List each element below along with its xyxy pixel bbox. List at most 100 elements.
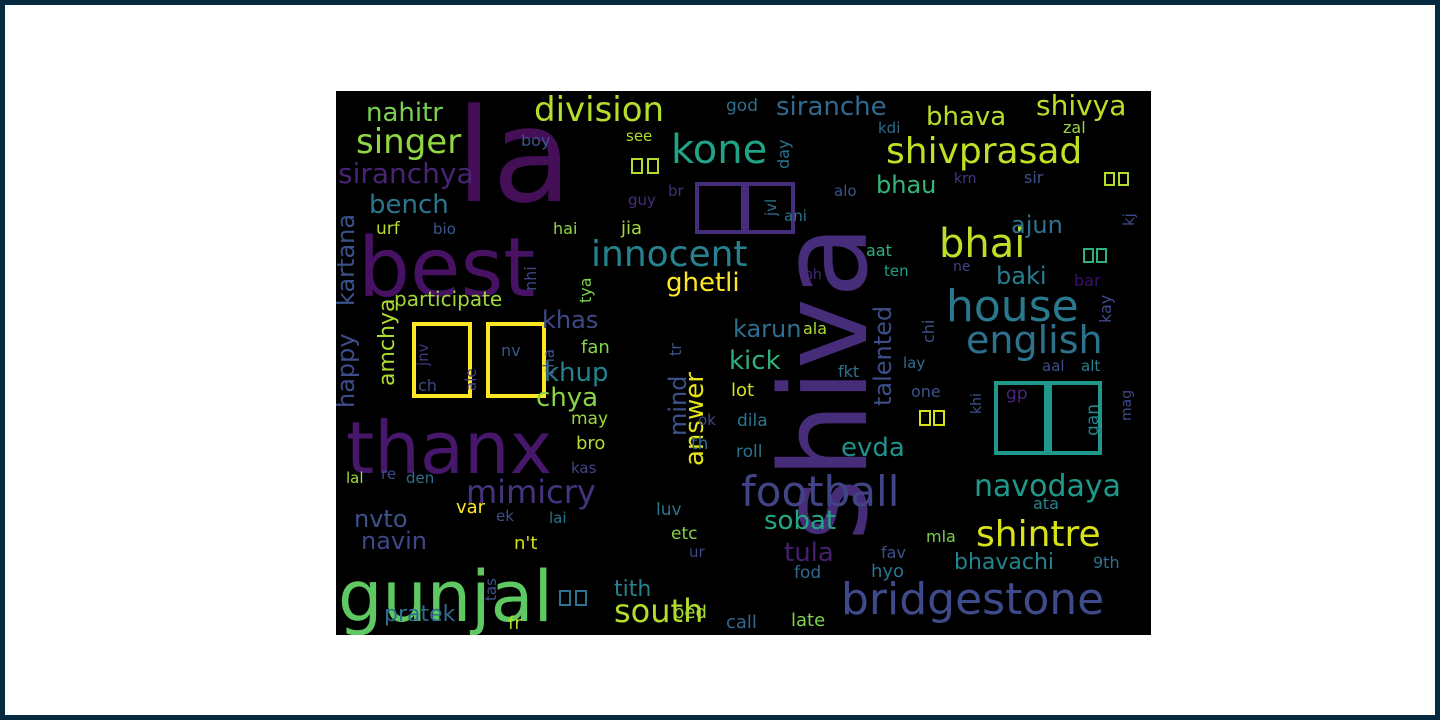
glyph-box-small-5 bbox=[1083, 248, 1094, 263]
word-thanx: thanx bbox=[346, 406, 552, 490]
word-jnv: jnv bbox=[414, 343, 432, 367]
word-bar: bar bbox=[1074, 271, 1101, 290]
word-late: late bbox=[791, 610, 825, 631]
word-ok: ok bbox=[698, 411, 716, 429]
word-khas: khas bbox=[542, 306, 598, 334]
word-mla: mla bbox=[926, 527, 956, 546]
word-bridgestone: bridgestone bbox=[841, 574, 1104, 625]
glyph-box-small-2 bbox=[647, 158, 659, 174]
word-god: god bbox=[726, 96, 758, 116]
word-var: var bbox=[456, 497, 486, 518]
word-bhavachi: bhavachi bbox=[954, 550, 1054, 575]
page-frame: la shiva best thanx gunjal bridgestone footbal… bbox=[5, 5, 1435, 715]
word-zal: zal bbox=[1063, 118, 1086, 137]
word-th: th bbox=[691, 434, 708, 454]
glyph-box-small-4 bbox=[1118, 172, 1129, 186]
word-guy: guy bbox=[628, 191, 656, 209]
word-urf: urf bbox=[376, 219, 401, 239]
word-hai: hai bbox=[553, 219, 577, 238]
glyph-box-large-6 bbox=[1048, 381, 1102, 455]
word-ek: ek bbox=[496, 507, 514, 525]
word-innocent: innocent bbox=[591, 234, 748, 275]
word-ur: ur bbox=[689, 543, 706, 561]
glyph-box-small-9 bbox=[559, 590, 571, 606]
word-dila: dila bbox=[737, 411, 768, 431]
word-answer: answer bbox=[680, 372, 710, 466]
word-ala: ala bbox=[803, 319, 827, 338]
word-shintre: shintre bbox=[976, 514, 1101, 555]
word-ajun: ajun bbox=[1011, 211, 1063, 239]
word-tya: tya bbox=[576, 277, 595, 303]
word-navodaya: navodaya bbox=[974, 469, 1121, 504]
word-ch: ch bbox=[418, 376, 437, 395]
word-tula: tula bbox=[784, 538, 834, 568]
word-happy: happy bbox=[336, 333, 360, 408]
word-south: south bbox=[614, 592, 703, 630]
word-boy: boy bbox=[521, 131, 550, 150]
word-hyo: hyo bbox=[871, 561, 904, 582]
word-aat: aat bbox=[866, 241, 892, 260]
word-kas: kas bbox=[571, 459, 597, 477]
word-ale: ale bbox=[462, 368, 480, 391]
word-bhai: bhai bbox=[939, 221, 1025, 267]
word-lot: lot bbox=[731, 380, 754, 401]
word-nahitr: nahitr bbox=[366, 98, 443, 128]
word-baki: baki bbox=[996, 262, 1047, 290]
word-talented: talented bbox=[869, 306, 897, 406]
word-kone: kone bbox=[671, 127, 767, 173]
word-fan: fan bbox=[581, 337, 610, 358]
word-bed: bed bbox=[673, 602, 707, 623]
word-re: re bbox=[381, 465, 396, 483]
glyph-box-small-7 bbox=[919, 410, 931, 426]
word-etc: etc bbox=[671, 524, 697, 544]
word-gunjal: gunjal bbox=[338, 556, 553, 635]
word-ata: ata bbox=[1033, 494, 1059, 513]
word-evda: evda bbox=[841, 433, 905, 463]
word-english: english bbox=[966, 318, 1103, 362]
word-chi: chi bbox=[919, 320, 938, 343]
word-mimicry: mimicry bbox=[466, 473, 596, 511]
word-division: division bbox=[534, 91, 664, 130]
word-fkt: fkt bbox=[838, 362, 859, 381]
word-day: day bbox=[774, 140, 793, 169]
word-ne: ne bbox=[953, 259, 971, 275]
word-la: la bbox=[456, 91, 572, 232]
word-gp: gp bbox=[1006, 384, 1028, 404]
word-den: den bbox=[406, 469, 434, 487]
word-nt: n't bbox=[514, 533, 537, 554]
word-best: best bbox=[358, 221, 535, 316]
word-sir: sir bbox=[1024, 168, 1044, 187]
word-cha: cha bbox=[540, 349, 558, 376]
word-pratek: pratek bbox=[384, 602, 456, 627]
glyph-box-small-10 bbox=[575, 590, 587, 606]
word-nh: nh bbox=[804, 267, 822, 283]
word-jia: jia bbox=[620, 218, 642, 239]
word-football: football bbox=[741, 467, 899, 516]
glyph-box-large-2 bbox=[486, 322, 546, 398]
word-tr: tr bbox=[666, 343, 685, 356]
word-cloud: la shiva best thanx gunjal bridgestone footbal… bbox=[336, 91, 1151, 635]
word-singer: singer bbox=[356, 122, 461, 162]
word-lay: lay bbox=[903, 354, 925, 372]
word-aal: aal bbox=[1042, 357, 1065, 375]
word-fr: fr bbox=[508, 613, 522, 634]
glyph-box-small-1 bbox=[631, 158, 643, 174]
word-sobat: sobat bbox=[764, 506, 836, 536]
word-roll: roll bbox=[736, 442, 762, 462]
glyph-box-large-5 bbox=[994, 381, 1048, 455]
word-bench: bench bbox=[369, 190, 449, 220]
word-cloud-canvas: la shiva best thanx gunjal bridgestone footbal… bbox=[336, 91, 1138, 635]
word-tith: tith bbox=[614, 577, 651, 602]
word-see: see bbox=[626, 127, 652, 145]
word-br: br bbox=[668, 182, 685, 200]
word-bio: bio bbox=[433, 220, 456, 238]
glyph-box-large-4 bbox=[745, 182, 795, 234]
word-kay: kay bbox=[1096, 295, 1115, 323]
word-navin: navin bbox=[361, 527, 427, 555]
word-ghetli: ghetli bbox=[666, 268, 740, 298]
word-fav: fav bbox=[881, 543, 906, 562]
word-amchya: amchya bbox=[375, 299, 400, 386]
word-gan: gan bbox=[1083, 404, 1103, 436]
glyph-box-small-3 bbox=[1104, 172, 1115, 186]
word-one: one bbox=[911, 382, 941, 401]
